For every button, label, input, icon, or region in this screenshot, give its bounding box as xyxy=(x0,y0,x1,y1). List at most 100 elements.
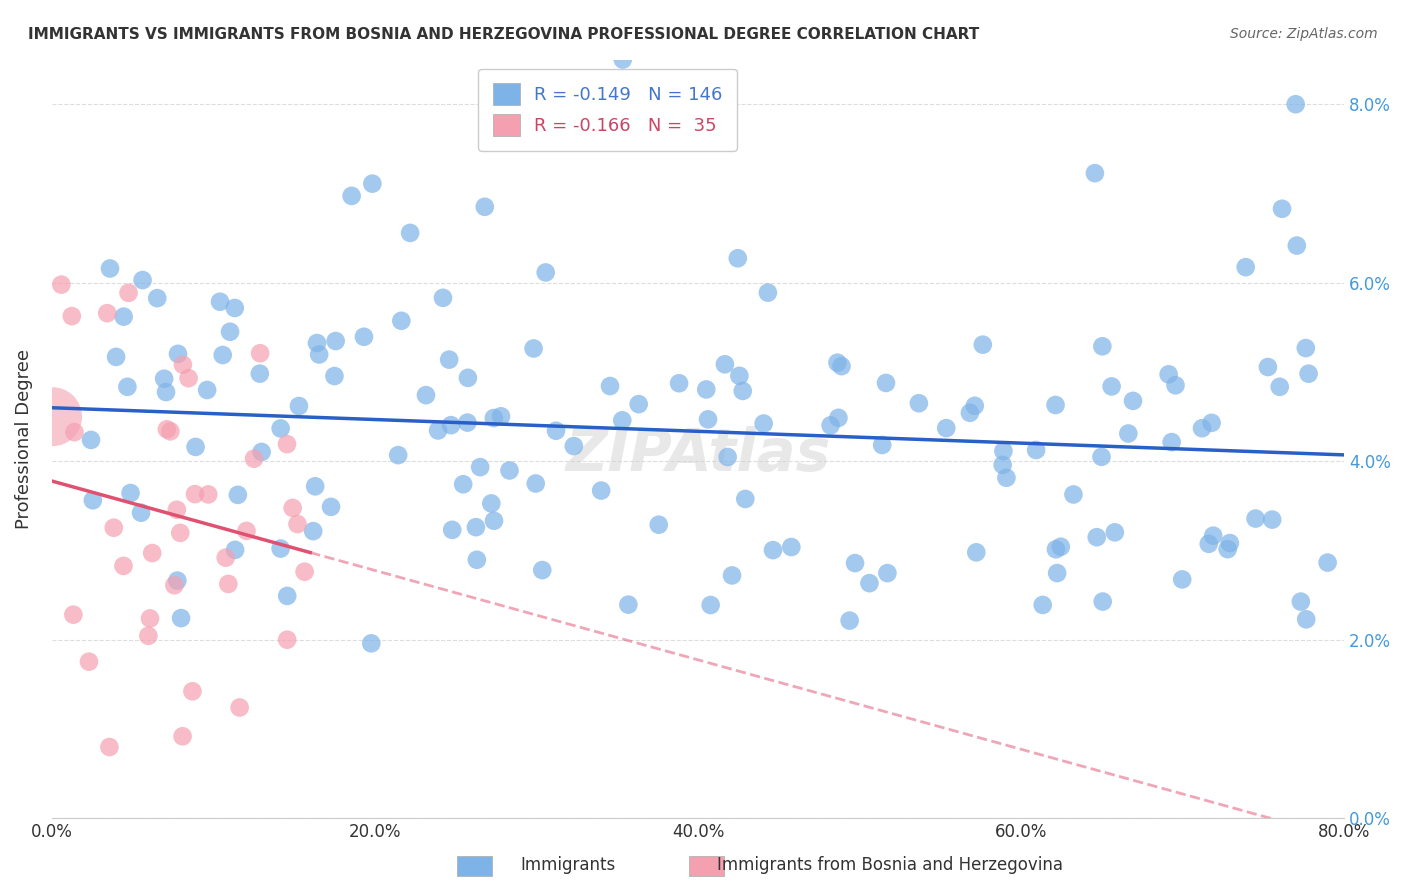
Immigrants xyxy=(1295,612,1317,626)
Immigrants xyxy=(208,294,231,309)
Immigrants xyxy=(250,445,273,459)
Immigrants xyxy=(146,291,169,305)
Immigrants xyxy=(432,291,454,305)
Immigrants xyxy=(752,417,775,431)
Immigrants from Bosnia and Herzegovina xyxy=(117,285,139,300)
Immigrants xyxy=(226,488,249,502)
Immigrants xyxy=(721,568,744,582)
Immigrants from Bosnia and Herzegovina xyxy=(172,358,194,372)
Immigrants xyxy=(319,500,342,514)
Immigrants xyxy=(489,409,512,424)
Immigrants xyxy=(470,460,492,475)
Immigrants xyxy=(308,347,330,361)
Immigrants from Bosnia and Herzegovina xyxy=(96,306,118,320)
Immigrants xyxy=(1084,166,1107,180)
Immigrants xyxy=(184,440,207,454)
Immigrants xyxy=(120,486,142,500)
Immigrants xyxy=(1191,421,1213,435)
Immigrants xyxy=(1122,393,1144,408)
Immigrants xyxy=(415,388,437,402)
Immigrants xyxy=(1216,542,1239,557)
Immigrants xyxy=(1090,450,1112,464)
Immigrants from Bosnia and Herzegovina xyxy=(112,558,135,573)
Immigrants xyxy=(627,397,650,411)
Immigrants xyxy=(1295,341,1317,355)
Immigrants xyxy=(524,476,547,491)
Immigrants xyxy=(591,483,613,498)
Immigrants xyxy=(1032,598,1054,612)
Immigrants xyxy=(935,421,957,435)
Immigrants xyxy=(304,479,326,493)
Immigrants xyxy=(1271,202,1294,216)
Immigrants xyxy=(599,379,621,393)
Immigrants from Bosnia and Herzegovina xyxy=(166,502,188,516)
Immigrants xyxy=(305,336,328,351)
Immigrants xyxy=(875,376,897,390)
Immigrants xyxy=(1201,416,1223,430)
Immigrants xyxy=(211,348,233,362)
Immigrants xyxy=(695,383,717,397)
Immigrants xyxy=(699,598,721,612)
Bar xyxy=(457,856,492,876)
Immigrants xyxy=(668,376,690,391)
Immigrants xyxy=(1049,540,1071,554)
Immigrants xyxy=(441,523,464,537)
Immigrants xyxy=(1101,379,1123,393)
Immigrants xyxy=(427,424,450,438)
Text: Immigrants: Immigrants xyxy=(520,855,616,873)
Immigrants xyxy=(224,301,246,315)
Immigrants from Bosnia and Herzegovina xyxy=(77,655,100,669)
Immigrants from Bosnia and Herzegovina xyxy=(103,521,125,535)
Immigrants from Bosnia and Herzegovina xyxy=(184,487,207,501)
Immigrants xyxy=(80,433,103,447)
Immigrants from Bosnia and Herzegovina xyxy=(181,684,204,698)
Immigrants xyxy=(440,418,463,433)
Immigrants from Bosnia and Herzegovina xyxy=(169,525,191,540)
Immigrants from Bosnia and Herzegovina xyxy=(159,425,181,439)
Y-axis label: Professional Degree: Professional Degree xyxy=(15,349,32,529)
Immigrants xyxy=(112,310,135,324)
Immigrants xyxy=(908,396,931,410)
Immigrants xyxy=(1244,511,1267,525)
Immigrants xyxy=(479,496,502,510)
Immigrants from Bosnia and Herzegovina xyxy=(177,371,200,385)
Immigrants xyxy=(963,399,986,413)
Immigrants xyxy=(270,541,292,556)
Immigrants xyxy=(276,589,298,603)
Immigrants xyxy=(82,493,104,508)
Immigrants xyxy=(827,356,849,370)
Immigrants xyxy=(780,540,803,554)
Immigrants xyxy=(195,383,218,397)
Immigrants xyxy=(523,342,546,356)
Immigrants from Bosnia and Herzegovina xyxy=(172,729,194,743)
Immigrants xyxy=(153,372,176,386)
Immigrants xyxy=(617,598,640,612)
Immigrants xyxy=(1289,594,1312,608)
Immigrants xyxy=(325,334,347,348)
Immigrants xyxy=(612,53,634,67)
Immigrants xyxy=(465,553,488,567)
Immigrants xyxy=(959,406,981,420)
Immigrants xyxy=(270,421,292,435)
Immigrants xyxy=(714,357,737,371)
Immigrants xyxy=(612,413,634,427)
Immigrants xyxy=(170,611,193,625)
Immigrants xyxy=(361,177,384,191)
Immigrants xyxy=(993,444,1015,458)
Immigrants xyxy=(531,563,554,577)
Immigrants from Bosnia and Herzegovina xyxy=(60,309,83,323)
Immigrants from Bosnia and Herzegovina xyxy=(63,425,86,439)
Immigrants xyxy=(457,371,479,385)
Immigrants xyxy=(717,450,740,464)
Immigrants xyxy=(648,517,671,532)
Immigrants from Bosnia and Herzegovina xyxy=(276,437,298,451)
Immigrants from Bosnia and Herzegovina xyxy=(276,632,298,647)
Immigrants xyxy=(1091,594,1114,608)
Immigrants xyxy=(838,614,860,628)
Immigrants xyxy=(437,352,460,367)
Immigrants xyxy=(1234,260,1257,275)
Immigrants xyxy=(105,350,128,364)
Immigrants xyxy=(389,314,412,328)
Immigrants xyxy=(131,273,153,287)
Immigrants xyxy=(991,458,1014,472)
